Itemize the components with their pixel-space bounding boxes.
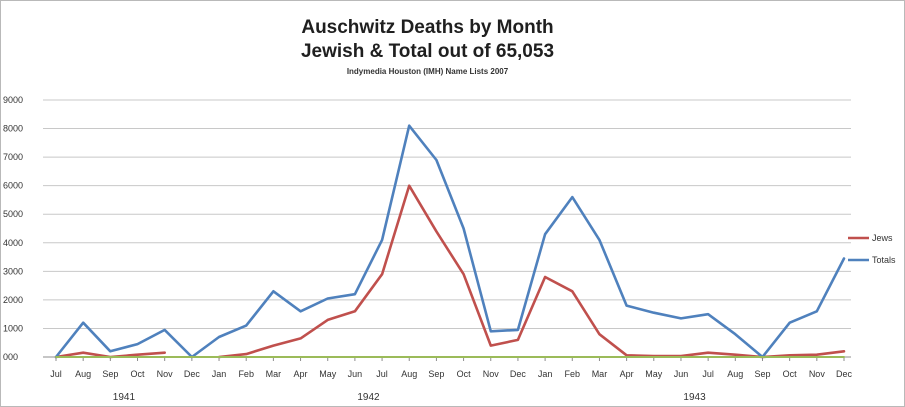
x-tick-label: Oct xyxy=(131,369,146,379)
y-tick-label: 7000 xyxy=(3,152,23,162)
chart-title: Auschwitz Deaths by Month xyxy=(301,17,554,38)
y-tick-label: 8000 xyxy=(3,124,23,134)
series-line-jews xyxy=(217,184,846,359)
x-tick-label: Mar xyxy=(266,369,282,379)
year-label: 1941 xyxy=(113,392,136,403)
x-tick-label: Jul xyxy=(702,369,714,379)
x-tick-label: Jan xyxy=(538,369,553,379)
x-tick-label: Dec xyxy=(510,369,527,379)
x-tick-label: Sep xyxy=(102,369,118,379)
x-tick-label: Nov xyxy=(809,369,826,379)
x-tick-label: Nov xyxy=(483,369,500,379)
x-tick-label: Apr xyxy=(620,369,634,379)
y-tick-label: 2000 xyxy=(3,295,23,305)
y-tick-label: 9000 xyxy=(3,95,23,105)
year-label: 1943 xyxy=(683,392,706,403)
x-tick-label: Dec xyxy=(836,369,853,379)
y-tick-label: 5000 xyxy=(3,209,23,219)
x-tick-label: Feb xyxy=(238,369,254,379)
x-tick-label: Aug xyxy=(727,369,743,379)
chart-subtitle: Jewish & Total out of 65,053 xyxy=(300,41,555,62)
series-line-totals xyxy=(54,124,846,359)
x-tick-label: Jun xyxy=(674,369,689,379)
y-tick-label: 000 xyxy=(3,352,18,362)
x-tick-label: Feb xyxy=(565,369,581,379)
x-tick-label: Apr xyxy=(294,369,308,379)
chart-source: Indymedia Houston (IMH) Name Lists 2007 xyxy=(346,67,509,76)
x-tick-label: Jun xyxy=(348,369,363,379)
y-tick-label: 3000 xyxy=(3,266,23,276)
y-tick-label: 1000 xyxy=(3,323,23,333)
x-tick-label: Nov xyxy=(157,369,174,379)
x-tick-label: May xyxy=(645,369,663,379)
y-tick-label: 4000 xyxy=(3,238,23,248)
x-tick-label: Aug xyxy=(75,369,91,379)
legend-label: Jews xyxy=(872,233,893,243)
x-tick-label: May xyxy=(319,369,337,379)
x-tick-label: Dec xyxy=(184,369,201,379)
x-tick-label: Mar xyxy=(592,369,608,379)
year-label: 1942 xyxy=(357,392,380,403)
x-tick-label: Jul xyxy=(376,369,388,379)
x-tick-label: Jan xyxy=(212,369,227,379)
x-tick-label: Oct xyxy=(783,369,798,379)
x-tick-label: Sep xyxy=(428,369,444,379)
legend-label: Totals xyxy=(872,255,896,265)
x-tick-label: Jul xyxy=(50,369,62,379)
x-tick-label: Sep xyxy=(754,369,770,379)
x-tick-label: Oct xyxy=(457,369,472,379)
x-tick-label: Aug xyxy=(401,369,417,379)
y-tick-label: 6000 xyxy=(3,181,23,191)
